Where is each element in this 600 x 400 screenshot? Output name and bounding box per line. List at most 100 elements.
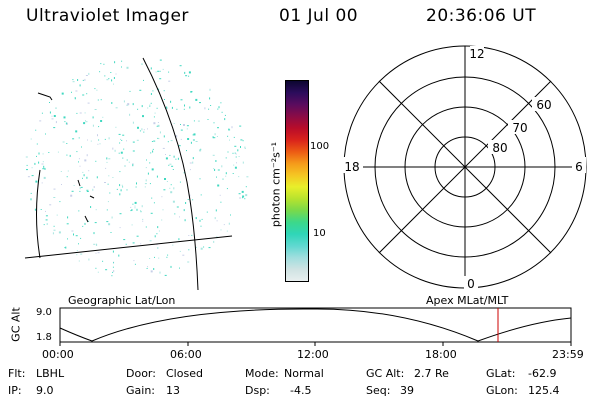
speckle — [80, 186, 83, 188]
speckle — [232, 152, 234, 154]
speckle — [158, 257, 160, 259]
speckle — [49, 102, 50, 103]
speckle — [107, 201, 109, 203]
speckle — [45, 210, 46, 212]
speckle — [215, 209, 217, 212]
speckle — [62, 141, 65, 143]
speckle — [96, 176, 98, 179]
speckle — [203, 246, 205, 248]
speckle — [42, 168, 45, 170]
speckle — [100, 63, 102, 65]
speckle — [165, 157, 168, 160]
speckle — [195, 98, 198, 101]
speckle — [200, 194, 202, 196]
speckle — [34, 162, 36, 165]
speckle — [95, 160, 97, 162]
speckle — [114, 149, 116, 152]
glon-label: GLon: — [486, 384, 518, 397]
speckle — [86, 176, 88, 179]
speckle — [83, 122, 86, 125]
speckle — [128, 161, 130, 163]
speckle — [38, 152, 40, 155]
speckle — [100, 99, 102, 101]
gain-value: 13 — [166, 384, 180, 397]
speckle — [168, 164, 170, 166]
speckle — [217, 108, 219, 110]
speckle — [93, 232, 95, 235]
speckle — [195, 246, 197, 248]
speckle — [186, 125, 189, 127]
speckle — [96, 243, 98, 246]
speckle — [83, 174, 85, 177]
speckle — [45, 219, 48, 221]
speckle — [140, 210, 142, 212]
speckle — [59, 201, 61, 203]
instrument-title: Ultraviolet Imager — [26, 6, 189, 26]
speckle — [150, 270, 153, 273]
colorbar-tick-100: 100 — [310, 141, 330, 152]
speckle — [170, 191, 173, 194]
speckle — [106, 157, 108, 160]
speckle — [119, 171, 121, 173]
lat-label-80: 80 — [492, 141, 507, 155]
coast-fragment-3 — [89, 195, 95, 199]
speckle — [176, 206, 179, 208]
speckle — [92, 188, 94, 191]
speckle — [40, 209, 42, 210]
speckle — [246, 176, 249, 178]
speckle — [136, 208, 138, 211]
speckle — [108, 158, 111, 160]
speckle-layer — [25, 59, 249, 277]
glon-value: 125.4 — [528, 384, 560, 397]
speckle — [131, 224, 133, 226]
speckle — [126, 159, 128, 161]
speckle — [207, 119, 209, 120]
speckle — [162, 68, 164, 70]
speckle — [171, 165, 174, 167]
speckle — [26, 169, 28, 171]
speckle — [142, 218, 144, 220]
speckle — [76, 112, 78, 114]
speckle — [112, 250, 114, 253]
speckle — [90, 140, 92, 142]
speckle — [126, 140, 127, 142]
speckle — [242, 195, 245, 198]
speckle — [228, 128, 230, 130]
speckle — [79, 112, 82, 114]
speckle — [43, 176, 46, 179]
speckle — [119, 142, 121, 144]
speckle — [26, 164, 28, 166]
speckle — [42, 153, 44, 155]
speckle — [82, 225, 84, 227]
speckle — [61, 92, 64, 95]
speckle — [183, 124, 185, 126]
seq-label: Seq: — [366, 384, 391, 397]
speckle — [184, 219, 186, 222]
speckle — [87, 139, 88, 141]
speckle — [119, 227, 121, 229]
speckle — [88, 170, 90, 172]
speckle — [244, 198, 246, 200]
speckle — [219, 194, 221, 196]
speckle — [180, 129, 183, 131]
speckle — [118, 133, 121, 135]
speckle — [227, 135, 229, 137]
speckle — [92, 124, 94, 127]
speckle — [75, 235, 78, 237]
speckle — [130, 210, 132, 212]
speckle — [67, 170, 69, 172]
speckle — [66, 223, 69, 225]
speckle — [145, 167, 147, 169]
speckle — [112, 147, 114, 150]
speckle — [70, 194, 73, 197]
speckle — [80, 253, 83, 255]
time-tick-1: 06:00 — [170, 348, 202, 361]
speckle — [88, 258, 90, 261]
speckle — [141, 63, 143, 65]
speckle — [179, 250, 181, 252]
speckle — [146, 159, 147, 161]
speckle — [106, 161, 108, 163]
map-boundary-right — [142, 57, 199, 291]
